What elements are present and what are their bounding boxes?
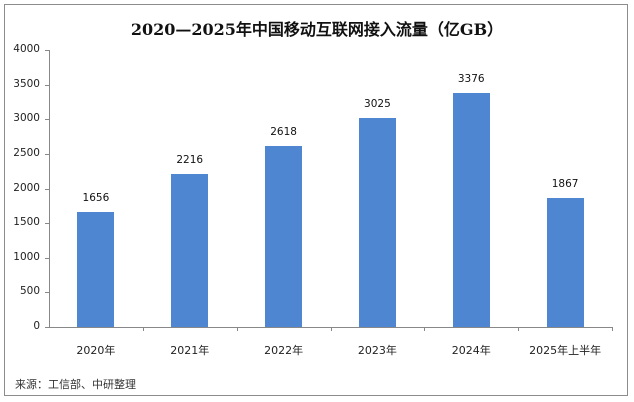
value-label: 3376 <box>457 73 485 86</box>
bar <box>77 212 115 327</box>
value-label: 2216 <box>176 153 204 166</box>
y-tick <box>45 50 49 51</box>
y-tick-label: 3000 <box>13 112 40 125</box>
x-tick <box>424 327 426 331</box>
value-label: 2618 <box>270 125 297 138</box>
y-tick-label: 3500 <box>13 77 40 90</box>
source-note: 来源：工信部、中研整理 <box>15 378 136 391</box>
x-tick-label: 2020年 <box>76 344 116 357</box>
x-tick <box>330 327 332 331</box>
y-tick-label: 0 <box>33 320 40 332</box>
value-label: 1656 <box>82 192 110 205</box>
chart-title: 2020—2025年中国移动互联网接入流量（亿GB） <box>130 20 504 39</box>
bar <box>546 197 584 327</box>
x-tick-label: 2022年 <box>264 344 304 357</box>
x-tick <box>612 327 613 331</box>
x-tick-label: 2025年上半年 <box>529 344 602 357</box>
y-tick <box>45 84 49 86</box>
bar <box>452 93 490 327</box>
y-tick-label: 1000 <box>13 250 40 263</box>
x-tick-label: 2023年 <box>357 344 397 357</box>
value-label: 1867 <box>551 177 579 190</box>
y-axis <box>49 50 50 328</box>
y-tick <box>45 153 49 155</box>
y-tick-label: 2000 <box>13 181 40 194</box>
y-tick <box>45 292 49 294</box>
y-tick-label: 500 <box>19 285 40 298</box>
y-tick <box>45 188 49 190</box>
x-tick-label: 2024年 <box>451 344 491 357</box>
y-tick-label: 1500 <box>13 216 40 229</box>
y-tick <box>45 223 49 225</box>
x-tick <box>142 327 144 331</box>
value-label: 3025 <box>364 97 391 110</box>
y-tick <box>45 119 49 121</box>
x-tick-label: 2021年 <box>170 344 210 357</box>
y-tick-label: 4000 <box>13 43 40 55</box>
x-tick <box>518 327 520 331</box>
y-tick <box>45 327 49 328</box>
y-tick-label: 2500 <box>13 146 40 159</box>
bar <box>171 173 209 327</box>
x-tick <box>236 327 238 331</box>
bar <box>265 145 303 327</box>
bar <box>358 117 396 327</box>
chart-frame <box>4 4 628 396</box>
y-tick <box>45 257 49 259</box>
